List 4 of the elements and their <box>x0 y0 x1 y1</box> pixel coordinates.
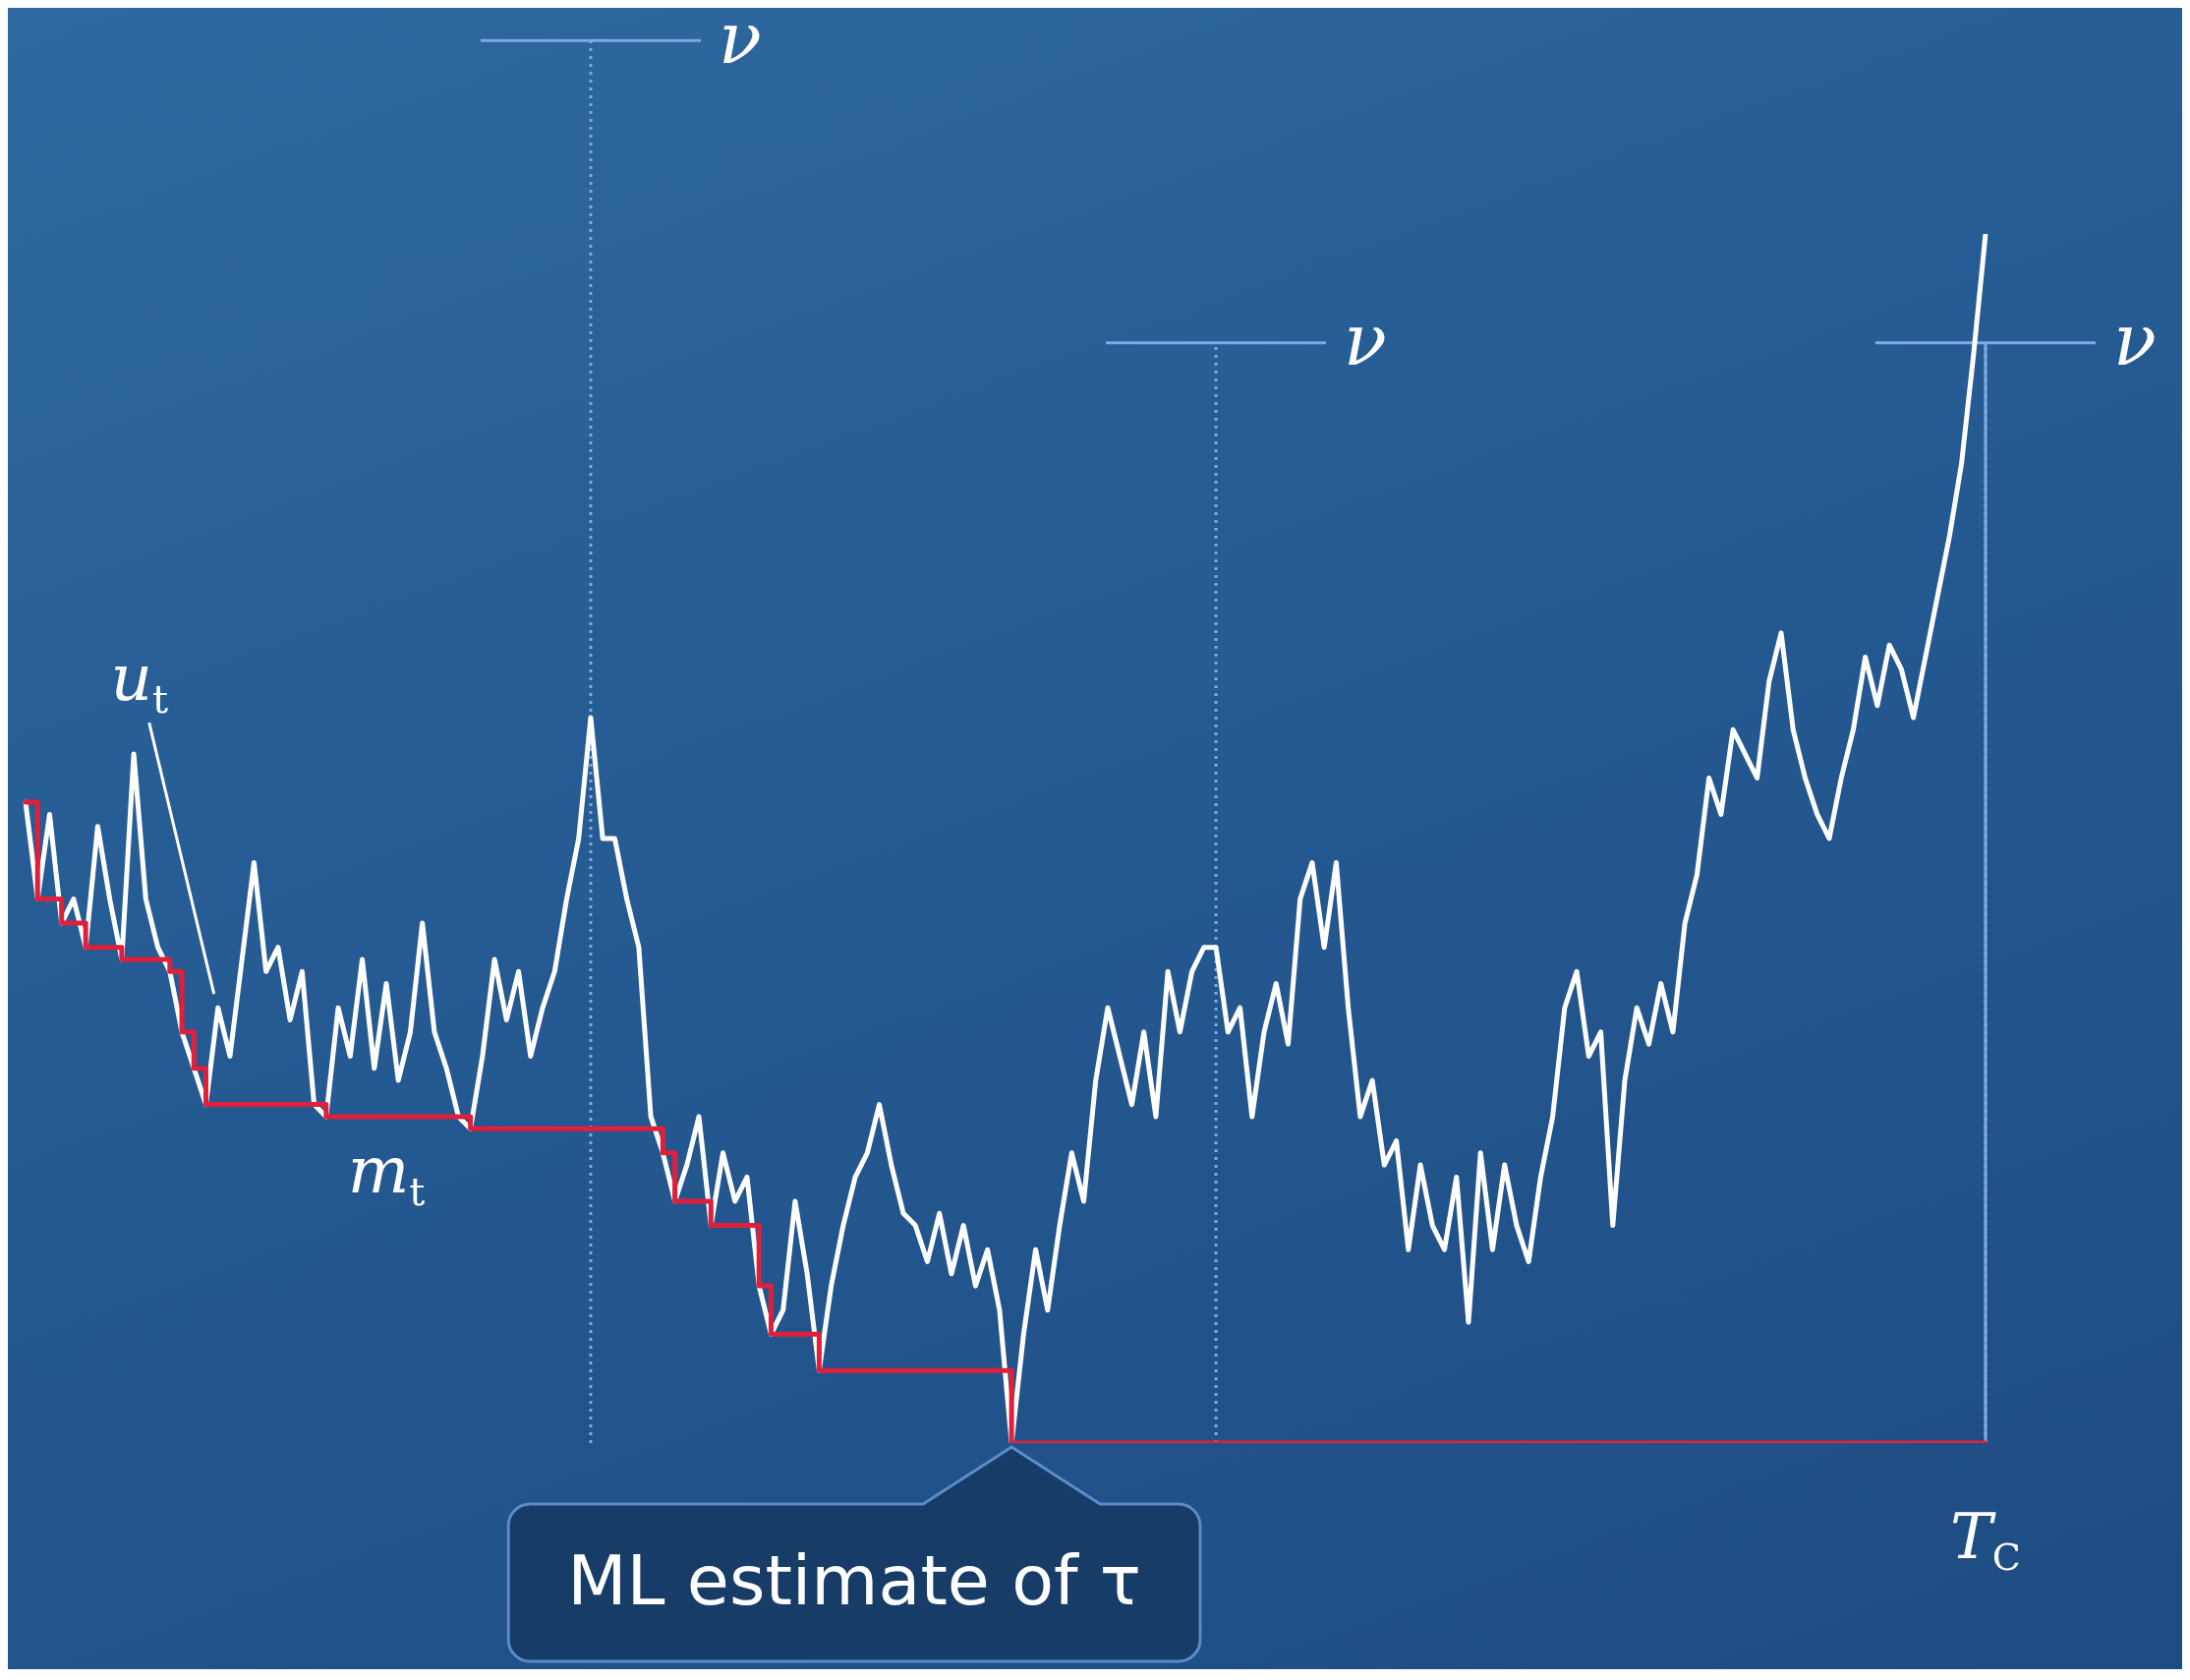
text: ν <box>718 0 762 80</box>
text: ν <box>2113 299 2157 382</box>
text: ML estimate of τ <box>567 1540 1142 1622</box>
annotation: ν <box>1344 299 1387 382</box>
